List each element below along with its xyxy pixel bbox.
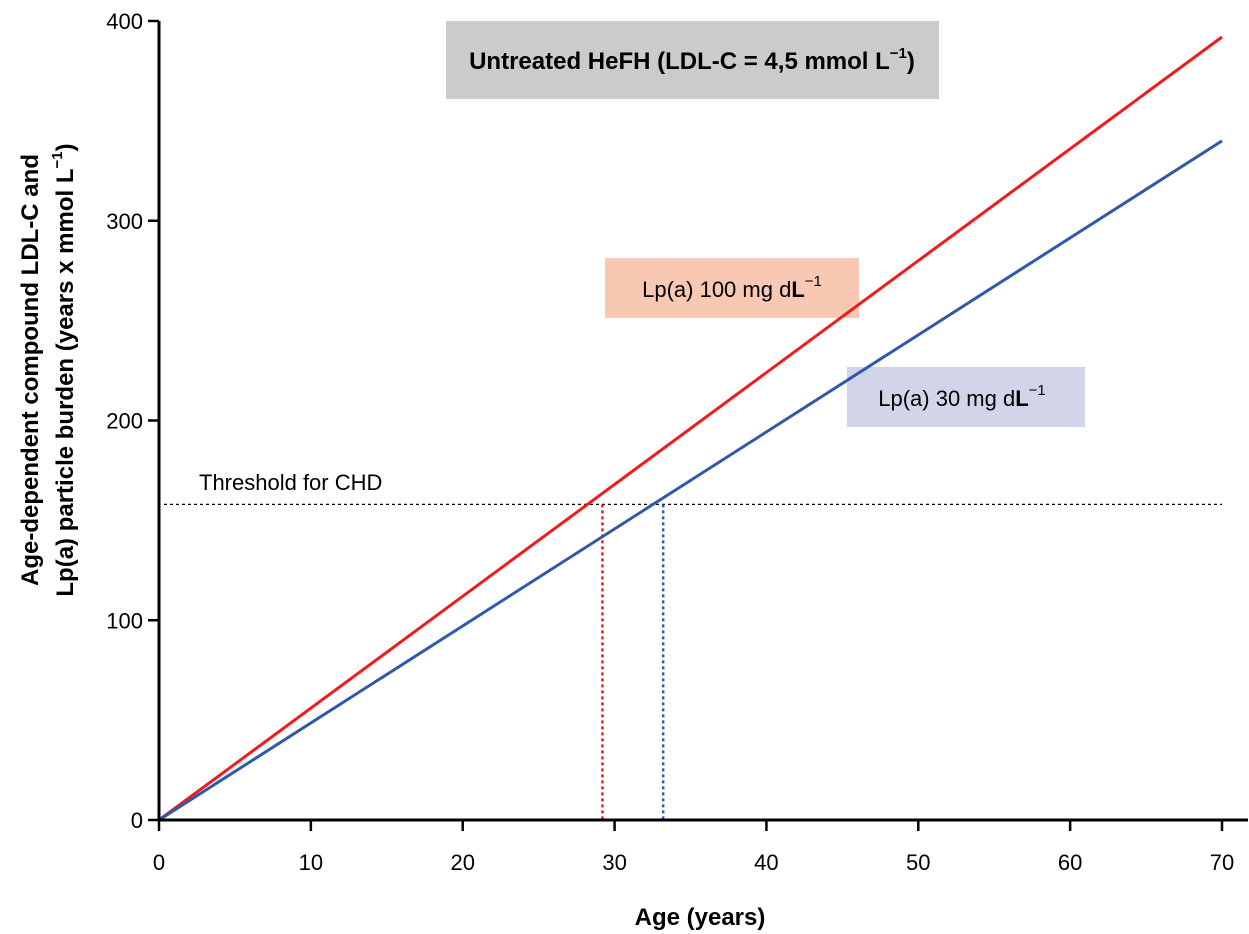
x-tick-label-30: 30 <box>602 850 626 875</box>
threshold-label: Threshold for CHD <box>199 470 382 495</box>
series-label-box-lpa-100 <box>605 258 859 318</box>
x-tick-label-70: 70 <box>1210 850 1234 875</box>
x-tick-label-50: 50 <box>906 850 930 875</box>
y-axis-title-line1: Age-dependent compound LDL-C and <box>17 154 44 586</box>
series-line-1 <box>158 139 1223 822</box>
y-tick-label-300: 300 <box>106 209 143 234</box>
y-tick-label-400: 400 <box>106 9 143 34</box>
x-tick-label-20: 20 <box>450 850 474 875</box>
x-tick-label-0: 0 <box>153 850 165 875</box>
x-tick-label-40: 40 <box>754 850 778 875</box>
y-tick-label-100: 100 <box>106 608 143 633</box>
x-tick-label-10: 10 <box>299 850 323 875</box>
y-tick-label-200: 200 <box>106 409 143 434</box>
title-box <box>446 21 939 99</box>
y-tick-label-0: 0 <box>131 808 143 833</box>
chart-title: Untreated HeFH (LDL-C = 4,5 mmol L−1) <box>469 45 915 75</box>
x-axis-title: Age (years) <box>635 904 766 931</box>
series-label-box-lpa-30 <box>847 367 1085 427</box>
x-tick-label-60: 60 <box>1058 850 1082 875</box>
series-label-lpa-100: Lp(a) 100 mg dL−1 <box>642 273 822 302</box>
series-line-0 <box>158 35 1223 822</box>
y-axis-title-line2: Lp(a) particle burden (years x mmol L−1) <box>49 143 79 596</box>
series-label-lpa-30: Lp(a) 30 mg dL−1 <box>878 382 1046 411</box>
